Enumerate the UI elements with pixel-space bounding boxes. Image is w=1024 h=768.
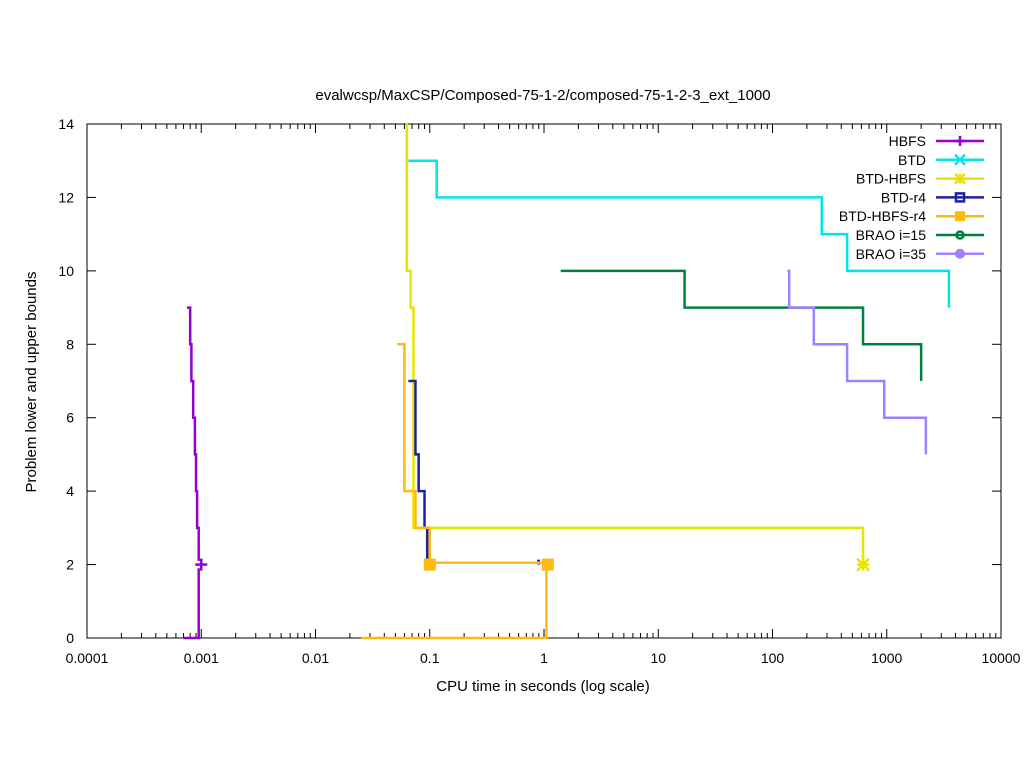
x-tick-label: 0.01 — [302, 650, 329, 666]
upper-bound-line — [408, 159, 951, 308]
marker-stroke — [954, 172, 966, 185]
legend-marker — [955, 248, 965, 259]
upper-bound-line — [397, 343, 548, 564]
upper-bound-line — [560, 269, 923, 381]
series-btd-hbfs — [405, 122, 870, 572]
legend-item: HBFS — [889, 133, 984, 149]
data-point — [856, 557, 870, 572]
marker-shape — [955, 211, 965, 222]
y-tick-label: 6 — [66, 410, 74, 426]
y-tick-label: 8 — [66, 336, 74, 352]
series-hbfs — [183, 306, 208, 640]
legend-item: BRAO i=15 — [856, 227, 984, 243]
legend-label: BRAO i=35 — [856, 246, 927, 262]
marker-shape — [541, 558, 554, 571]
data-point — [541, 558, 554, 571]
lower-bound-line — [183, 568, 200, 640]
upper-bound-line — [186, 306, 200, 561]
marker-shape — [423, 558, 436, 571]
x-tick-label: 0.001 — [184, 650, 219, 666]
legend-label: HBFS — [889, 133, 926, 149]
series-brao-i-15 — [560, 269, 923, 381]
marker-shape — [955, 248, 965, 259]
legend-marker — [954, 172, 966, 185]
legend-marker — [954, 153, 966, 166]
x-axis-title: CPU time in seconds (log scale) — [436, 678, 649, 695]
y-tick-label: 10 — [58, 263, 74, 279]
legend-item: BTD-HBFS-r4 — [839, 208, 984, 224]
data-point — [195, 558, 208, 571]
legend-item: BTD-r4 — [881, 189, 984, 205]
y-tick-label: 12 — [58, 189, 74, 205]
marker-shape — [954, 192, 966, 203]
legend-label: BRAO i=15 — [856, 227, 927, 243]
series-brao-i-35 — [787, 269, 928, 455]
x-tick-label: 1000 — [871, 650, 902, 666]
series-layer — [183, 122, 951, 640]
upper-bound-line — [405, 122, 865, 563]
y-axis-title: Problem lower and upper bounds — [23, 272, 40, 493]
legend-marker — [955, 136, 965, 146]
y-tick-label: 2 — [66, 557, 74, 573]
legend-label: BTD-HBFS-r4 — [839, 208, 926, 224]
x-tick-label: 0.1 — [420, 650, 440, 666]
chart-title: evalwcsp/MaxCSP/Composed-75-1-2/composed… — [315, 87, 770, 104]
marker-shape — [955, 230, 965, 240]
series-btd-hbfs-r4 — [360, 343, 554, 640]
y-tick-label: 4 — [66, 483, 74, 499]
legend-item: BRAO i=35 — [856, 246, 984, 262]
y-tick-label: 0 — [66, 630, 74, 646]
legend-label: BTD-HBFS — [856, 171, 926, 187]
y-tick-label: 14 — [58, 116, 74, 132]
legend-marker — [954, 192, 966, 203]
x-tick-label: 0.0001 — [66, 650, 109, 666]
data-point — [423, 558, 436, 571]
lower-bound-line — [360, 566, 548, 640]
x-tick-label: 1 — [540, 650, 548, 666]
marker-stroke — [954, 153, 966, 166]
legend-label: BTD — [898, 152, 926, 168]
x-tick-label: 10 — [650, 650, 666, 666]
x-tick-label: 100 — [761, 650, 785, 666]
legend-marker — [955, 230, 965, 240]
legend-label: BTD-r4 — [881, 189, 926, 205]
upper-bound-line — [787, 269, 928, 455]
y-axis: 0 2 4 6 8 10 12 14 — [58, 116, 1001, 646]
legend: HBFS BTD BTD-HBFS BTD-r4 BTD-HBFS-r4 BRAO i=1… — [839, 133, 984, 262]
legend-item: BTD-HBFS — [856, 171, 984, 187]
legend-item: BTD — [898, 152, 984, 168]
x-tick-label: 10000 — [982, 650, 1021, 666]
x-axis: 0.0001 0.001 0.01 0.1 1 10 100 1000 10000 — [66, 124, 1021, 666]
legend-marker — [955, 211, 965, 222]
marker-stroke — [856, 557, 870, 572]
series-btd — [408, 159, 951, 308]
